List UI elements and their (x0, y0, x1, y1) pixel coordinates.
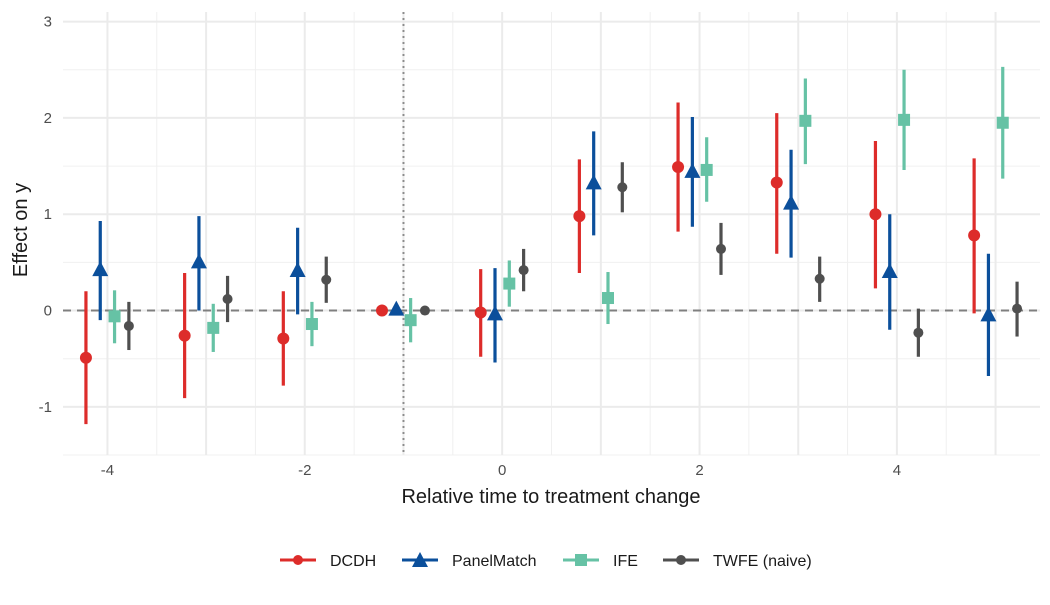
point-marker (108, 310, 121, 323)
y-tick-label: 2 (44, 110, 52, 127)
y-tick-label: 0 (44, 303, 52, 320)
point-marker (1012, 303, 1023, 314)
x-tick-label: -4 (101, 462, 114, 479)
point-marker (518, 265, 529, 276)
point-marker (913, 327, 924, 338)
series-panelmatch (92, 116, 997, 377)
point-marker (305, 318, 318, 331)
point-marker (222, 293, 233, 304)
series-dcdh (79, 102, 981, 425)
point-marker (898, 113, 911, 126)
point-marker (404, 314, 417, 327)
legend-item-ife: IFE (563, 553, 638, 570)
point-marker (79, 351, 92, 364)
point-marker (799, 114, 812, 127)
point-marker (881, 263, 898, 279)
point-marker (190, 253, 207, 269)
x-tick-label: 0 (498, 462, 506, 479)
y-tick-label: -1 (39, 399, 52, 416)
grid (63, 12, 1040, 456)
legend-key-marker (676, 555, 686, 565)
tick-labels: -4 -2 0 2 4 -1 0 1 2 3 (39, 14, 901, 479)
point-marker (573, 210, 586, 223)
point-marker (700, 163, 713, 176)
legend-key-marker (412, 552, 428, 567)
point-marker (474, 306, 487, 319)
point-marker (419, 305, 430, 316)
point-marker (585, 174, 602, 190)
legend-item-dcdh: DCDH (280, 553, 376, 570)
series-ife (108, 66, 1009, 352)
point-marker (672, 161, 685, 174)
point-marker (783, 194, 800, 210)
legend: DCDH PanelMatch IFE TWFE (naive) (280, 552, 812, 570)
legend-key-marker (293, 555, 303, 565)
point-marker (715, 243, 726, 254)
point-marker (289, 262, 306, 278)
x-tick-label: 4 (893, 462, 901, 479)
legend-item-twfe-naive: TWFE (naive) (663, 553, 812, 570)
legend-label: PanelMatch (452, 553, 537, 570)
point-marker (487, 305, 504, 321)
y-tick-label: 1 (44, 206, 52, 223)
legend-label: TWFE (naive) (713, 553, 812, 570)
reference-lines (63, 12, 1040, 455)
point-marker (388, 300, 405, 316)
point-marker (814, 273, 825, 284)
legend-item-panelmatch: PanelMatch (402, 552, 537, 570)
point-marker (376, 304, 389, 317)
point-marker (321, 274, 332, 285)
point-marker (869, 208, 882, 221)
point-marker (178, 329, 191, 342)
x-tick-label: -2 (298, 462, 311, 479)
data-series (79, 66, 1023, 425)
point-marker (92, 261, 109, 277)
y-axis-title: Effect on y (10, 183, 32, 277)
point-marker (770, 176, 783, 189)
point-marker (980, 306, 997, 322)
x-axis-title: Relative time to treatment change (401, 486, 700, 508)
x-tick-label: 2 (695, 462, 703, 479)
legend-label: IFE (613, 553, 638, 570)
point-marker (123, 320, 134, 331)
point-marker (684, 162, 701, 178)
point-marker (996, 116, 1009, 129)
point-marker (503, 277, 516, 290)
series-twfe-naive (123, 162, 1023, 357)
legend-label: DCDH (330, 553, 376, 570)
point-marker (617, 182, 628, 193)
legend-key-marker (575, 554, 587, 566)
point-marker (277, 332, 290, 345)
y-tick-label: 3 (44, 14, 52, 31)
point-marker (601, 292, 614, 305)
point-marker (968, 229, 981, 242)
point-marker (207, 321, 220, 334)
